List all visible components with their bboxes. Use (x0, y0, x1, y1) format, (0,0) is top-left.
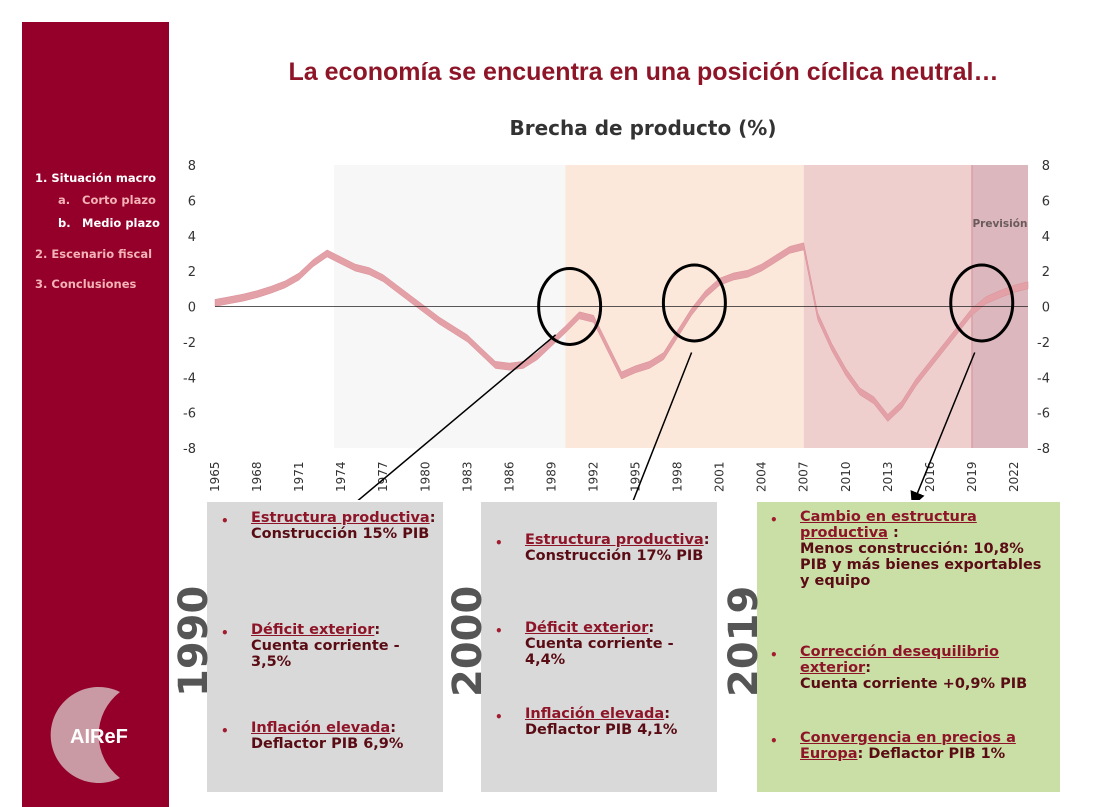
y-tick-label-left: -8 (183, 442, 196, 457)
airef-logo: AIReF (50, 687, 128, 783)
box-item-value: Cuenta corriente - 4,4% (525, 636, 674, 668)
y-tick-label-left: 2 (188, 265, 196, 280)
callout-arrow (632, 352, 693, 500)
box-2000: 2000 • Estructura productiva: Construcció… (445, 502, 717, 792)
box-item-value: Cuenta corriente +0,9% PIB (800, 676, 1028, 692)
x-tick-label: 1998 (671, 461, 685, 492)
x-tick-label: 1977 (376, 461, 390, 492)
x-tick-label: 2004 (755, 461, 769, 492)
box-item: Corrección desequilibrio exterior: Cuenta… (800, 644, 1028, 692)
x-tick-label: 2022 (1007, 461, 1021, 492)
highlight-circle (949, 263, 1015, 343)
y-tick-label-right: 2 (1042, 265, 1050, 280)
box-2019: 2019 • Cambio en estructura productiva :… (721, 502, 1060, 792)
box-item-heading: Convergencia en precios a Europa (800, 730, 1016, 762)
box-item-heading: Déficit exterior (251, 622, 375, 638)
box-item-value: Menos construcción: 10,8% PIB y más bien… (800, 541, 1042, 589)
y-tick-label-right: -8 (1037, 442, 1050, 457)
box-item-heading: Estructura productiva (251, 510, 430, 526)
box-1990: 1990 • Estructura productiva: Construcció… (171, 502, 443, 792)
y-tick-label-left: 4 (188, 230, 196, 245)
x-tick-label: 1989 (544, 461, 558, 492)
y-tick-label-left: 6 (188, 194, 196, 209)
y-tick-label-left: -2 (183, 336, 196, 351)
box-item: Estructura productiva: Construcción 17% P… (525, 532, 710, 564)
x-tick-label: 1974 (334, 461, 348, 492)
sidebar-item-escenario-fiscal[interactable]: 2. Escenario fiscal (35, 247, 153, 261)
box-item: Déficit exterior: Cuenta corriente - 4,4% (525, 620, 674, 668)
y-tick-label-right: 4 (1042, 230, 1050, 245)
output-gap-chart: Brecha de producto (%) 8 8 6 6 4 4 2 2 0 0 -2 -2 -4 -4… (183, 116, 1050, 500)
chart-title: Brecha de producto (%) (510, 116, 777, 140)
box-item-value: Cuenta corriente - 3,5% (251, 638, 400, 670)
box-item-value: Deflactor PIB 6,9% (251, 736, 404, 752)
box-year-label: 2019 (721, 585, 767, 697)
box-year-label: 1990 (171, 585, 217, 697)
box-item-value: Deflactor PIB 1% (868, 746, 1006, 762)
sidebar-item-conclusiones[interactable]: 3. Conclusiones (35, 277, 137, 291)
x-tick-label: 1965 (208, 461, 222, 492)
x-tick-label: 2019 (965, 461, 979, 492)
sidebar-item-situacion-macro[interactable]: 1. Situación macro (35, 171, 157, 185)
box-item-heading: Cambio en estructura productiva (800, 509, 977, 541)
x-tick-label: 1992 (586, 461, 600, 492)
box-item-heading: Déficit exterior (525, 620, 649, 636)
y-tick-label-left: 8 (188, 159, 196, 174)
y-tick-label-left: 0 (188, 301, 196, 316)
y-tick-label-left: -4 (183, 371, 196, 386)
x-tick-label: 1995 (629, 461, 643, 492)
x-tick-label: 2016 (923, 461, 937, 492)
sidebar-item-letter-a: a. (58, 193, 71, 207)
box-item-heading: Inflación elevada (251, 720, 391, 736)
forecast-label: Previsión (972, 218, 1027, 230)
sidebar-item-medio-plazo[interactable]: Medio plazo (82, 216, 160, 230)
sidebar-item-letter-b: b. (58, 216, 71, 230)
y-tick-label-left: -6 (183, 407, 196, 422)
x-tick-label: 2007 (797, 461, 811, 492)
x-tick-label: 1971 (292, 461, 306, 492)
sidebar: 1. Situación macro a. Corto plazo b. Med… (22, 22, 169, 807)
logo-text: AIReF (70, 726, 128, 748)
box-item: Estructura productiva: Construcción 15% P… (251, 510, 436, 542)
y-tick-label-right: 8 (1042, 159, 1050, 174)
box-item-value: Construcción 15% PIB (251, 526, 430, 542)
x-tick-label: 1968 (250, 461, 264, 492)
y-tick-label-right: 6 (1042, 194, 1050, 209)
x-tick-label: 1980 (418, 461, 432, 492)
box-item: Cambio en estructura productiva : Menos c… (800, 509, 1042, 589)
highlight-circle (661, 263, 727, 343)
highlight-circle (537, 267, 603, 346)
box-item: Inflación elevada: Deflactor PIB 6,9% (251, 720, 404, 752)
x-tick-label: 1983 (460, 461, 474, 492)
output-gap-band (214, 242, 1029, 422)
box-item-heading: Estructura productiva (525, 532, 704, 548)
x-tick-label: 1986 (502, 461, 516, 492)
box-item-value: Construcción 17% PIB (525, 548, 704, 564)
callout-arrow (910, 352, 976, 500)
box-item-value: Deflactor PIB 4,1% (525, 722, 678, 738)
sidebar-item-corto-plazo[interactable]: Corto plazo (82, 193, 156, 207)
y-tick-label-right: -4 (1037, 371, 1050, 386)
box-item: Convergencia en precios a Europa: Deflac… (800, 730, 1016, 762)
callout-arrow (357, 334, 557, 500)
x-tick-label: 2013 (881, 461, 895, 492)
box-item-heading: Corrección desequilibrio exterior (800, 644, 999, 676)
x-tick-label: 2001 (713, 461, 727, 492)
page-title: La economía se encuentra en una posición… (288, 58, 999, 86)
box-year-label: 2000 (445, 585, 491, 697)
box-item: Inflación elevada: Deflactor PIB 4,1% (525, 706, 678, 738)
y-tick-label-right: 0 (1042, 301, 1050, 316)
x-tick-label: 2010 (839, 461, 853, 492)
box-item: Déficit exterior: Cuenta corriente - 3,5% (251, 622, 400, 670)
y-tick-label-right: -2 (1037, 336, 1050, 351)
y-tick-label-right: -6 (1037, 407, 1050, 422)
box-item-heading: Inflación elevada (525, 706, 665, 722)
